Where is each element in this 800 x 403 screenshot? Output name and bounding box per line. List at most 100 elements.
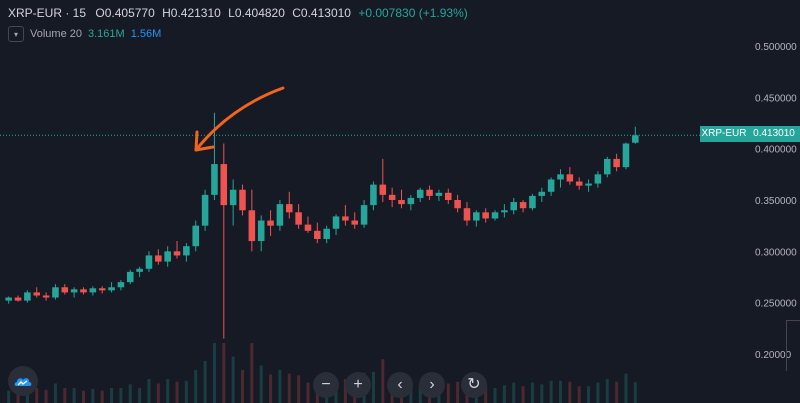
volume-bar xyxy=(100,390,104,403)
candle-body xyxy=(33,292,41,296)
candle-body xyxy=(332,216,340,229)
volume-bar xyxy=(530,382,534,403)
volume-bar xyxy=(203,361,207,403)
volume-bar xyxy=(128,384,132,403)
y-tick-label: 0.250000 xyxy=(755,299,797,310)
candle-body xyxy=(52,287,59,298)
candle-body xyxy=(173,251,181,256)
volume-bar xyxy=(138,388,142,403)
change-value: +0.007830 (+1.93%) xyxy=(358,6,468,20)
candle-body xyxy=(276,204,284,226)
volume-bar xyxy=(549,380,553,403)
volume-bar xyxy=(540,384,544,403)
volume-bar xyxy=(418,384,422,403)
volume-bar xyxy=(278,370,282,403)
candle-body xyxy=(5,297,12,301)
volume-bar xyxy=(306,382,310,403)
candle-body xyxy=(519,202,527,209)
volume-bar xyxy=(156,383,160,403)
candle-body xyxy=(370,184,377,206)
candle-body xyxy=(538,191,546,196)
price-tag-value: 0.413010 xyxy=(748,126,800,142)
y-tick-label: 0.300000 xyxy=(755,247,797,258)
volume-bar xyxy=(577,386,581,403)
volume-bar xyxy=(605,379,609,403)
candle-body xyxy=(566,174,574,182)
volume-bar xyxy=(63,388,67,403)
y-tick-label: 0.350000 xyxy=(755,196,797,207)
candle-body xyxy=(229,189,237,206)
volume-bar xyxy=(82,390,85,403)
volume-bar xyxy=(409,383,413,403)
volume-bar xyxy=(184,380,188,403)
candle-body xyxy=(295,212,302,225)
volume-bar xyxy=(521,386,525,403)
scroll-back-button[interactable]: ‹ xyxy=(387,372,413,398)
candle-body xyxy=(435,192,443,196)
candle-body xyxy=(98,288,106,291)
candle-body xyxy=(585,183,592,186)
reset-chart-button[interactable]: ↻ xyxy=(461,372,487,398)
candle-body xyxy=(257,220,265,242)
candle-body xyxy=(482,212,489,219)
volume-bar xyxy=(119,388,123,403)
zoom-out-button[interactable]: − xyxy=(313,372,339,398)
candle-body xyxy=(388,194,396,200)
chart-controls: − + ‹ › ↻ xyxy=(313,372,487,398)
symbol-label[interactable]: XRP-EUR · 15 xyxy=(8,6,87,20)
candle-body xyxy=(379,184,387,195)
volume-bar xyxy=(559,380,562,403)
volume-bar xyxy=(615,381,619,403)
candle-body xyxy=(14,297,22,301)
candle-body xyxy=(501,210,508,213)
candle-body xyxy=(416,189,424,198)
scale-box[interactable] xyxy=(786,320,800,371)
volume-bar xyxy=(231,356,235,403)
candle-body xyxy=(463,208,471,221)
annotation-arrow xyxy=(194,86,285,152)
candle-body xyxy=(285,204,293,213)
app-logo-icon[interactable] xyxy=(8,366,38,396)
candle-body xyxy=(24,292,31,301)
candle-body xyxy=(192,225,200,247)
volume-bar xyxy=(72,388,76,403)
candle-body xyxy=(164,251,171,262)
volume-bar xyxy=(371,371,375,403)
y-tick-label: 0.20000 xyxy=(755,350,792,361)
y-tick-label: 0.400000 xyxy=(755,145,797,156)
volume-bar xyxy=(633,382,637,403)
candle-body xyxy=(70,289,78,293)
price-tag-symbol: XRP-EUR xyxy=(700,126,748,142)
candle-body xyxy=(603,158,611,175)
volume-bar xyxy=(297,375,301,403)
candle-body xyxy=(155,255,162,262)
candle-body xyxy=(267,220,274,226)
volume-bar xyxy=(587,386,591,403)
volume-bar xyxy=(212,343,216,403)
volume-bar xyxy=(53,383,57,403)
volume-bar xyxy=(147,379,151,403)
chevron-down-icon[interactable]: ▾ xyxy=(8,26,24,42)
candle-body xyxy=(575,181,583,186)
volume-bar xyxy=(44,389,48,403)
volume-bar xyxy=(16,391,20,403)
volume-bar xyxy=(596,382,600,403)
volume-bar xyxy=(568,381,572,403)
volume-bar xyxy=(222,343,226,403)
volume-bar xyxy=(484,384,488,403)
candle-body xyxy=(444,192,452,200)
candle-body xyxy=(42,295,50,298)
candle-body xyxy=(304,224,312,231)
volume-bar xyxy=(493,388,497,403)
candle-body xyxy=(211,164,218,195)
candle-body xyxy=(183,246,190,256)
ohlc-header: XRP-EUR · 15 O0.405770 H0.421310 L0.4048… xyxy=(8,6,468,20)
scroll-forward-button[interactable]: › xyxy=(419,372,445,398)
zoom-in-button[interactable]: + xyxy=(345,372,371,398)
candle-body xyxy=(454,200,461,209)
candle-body xyxy=(248,210,256,242)
volume-bar xyxy=(456,381,460,403)
candle-body xyxy=(632,135,639,143)
candle-body xyxy=(314,230,321,240)
